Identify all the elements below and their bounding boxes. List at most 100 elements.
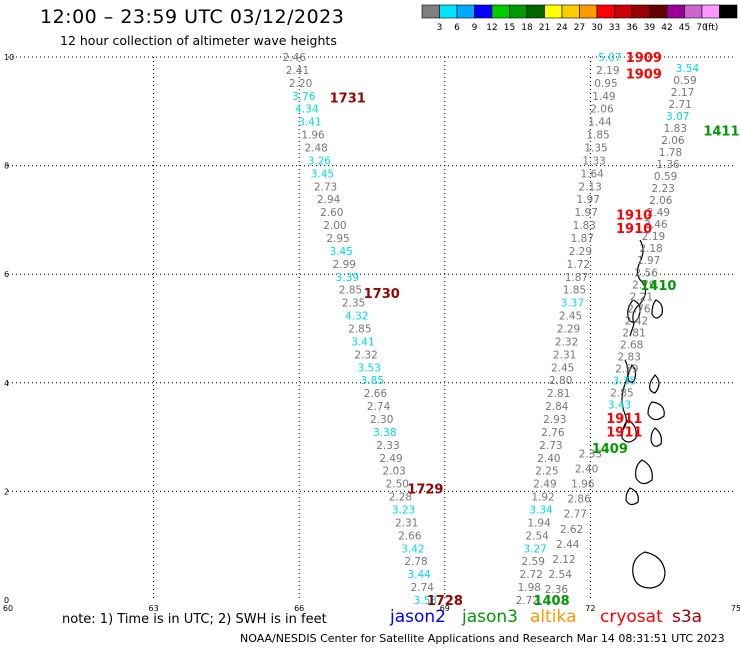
- wave-height-label: 2.71: [668, 99, 691, 111]
- wave-height-label: 2.86: [567, 494, 591, 506]
- wave-height-label: 1.85: [586, 130, 609, 142]
- wave-height-label: 3.27: [523, 543, 546, 555]
- pass-label: 1730: [364, 287, 400, 302]
- wave-height-label: 2.80: [549, 375, 572, 387]
- legend-label: 12: [486, 23, 497, 33]
- wave-height-label: 0.95: [594, 78, 617, 90]
- satellite-label-cryosat: cryosat: [600, 607, 663, 627]
- pass-label: 1909: [626, 51, 662, 66]
- wave-height-label: 2.12: [552, 554, 575, 566]
- pass-label: 1409: [592, 442, 628, 457]
- note-text: note: 1) Time is in UTC; 2) SWH is in fe…: [62, 612, 327, 627]
- wave-height-label: 2.81: [547, 388, 570, 400]
- wave-height-label: 1.33: [582, 155, 605, 167]
- wave-height-label: 3.45: [329, 246, 352, 258]
- legend-swatch: [684, 4, 703, 19]
- legend-label: 3: [437, 23, 443, 33]
- island-outline: [651, 299, 663, 319]
- legend-swatch: [579, 4, 598, 19]
- legend-label: 39: [644, 23, 656, 33]
- island-outline: [621, 419, 637, 443]
- wave-height-label: 2.29: [557, 324, 580, 336]
- pass-label: 1729: [407, 483, 443, 498]
- satellite-label-altika: altika: [530, 607, 577, 627]
- wave-height-label: 2.45: [551, 362, 574, 374]
- wave-height-label: 2.32: [354, 349, 377, 361]
- wave-height-label: 2.20: [289, 78, 312, 90]
- wave-height-label: 2.31: [553, 349, 576, 361]
- legend-swatch: [719, 4, 738, 19]
- wave-height-label: 2.95: [326, 233, 349, 245]
- wave-height-label: 3.53: [358, 362, 381, 374]
- wave-height-label: 2.33: [376, 440, 399, 452]
- wave-height-label: 2.81: [622, 327, 645, 339]
- wave-height-label: 1.36: [656, 159, 680, 171]
- wave-height-label: 2.59: [522, 556, 545, 568]
- wave-height-label: 2.33: [579, 448, 602, 460]
- wave-height-label: 2.25: [535, 466, 558, 478]
- wave-height-label: 2.76: [541, 427, 565, 439]
- pass-label: 1728: [427, 594, 463, 609]
- wave-height-label: 1.87: [565, 272, 588, 284]
- legend-label: 30: [591, 23, 603, 33]
- wave-height-label: 3.41: [351, 336, 374, 348]
- wave-height-label: 2.94: [317, 194, 341, 206]
- y-tick-label: 10: [4, 53, 14, 62]
- wave-height-label: 2.49: [533, 479, 556, 491]
- legend-swatch: [561, 4, 580, 19]
- wave-height-label: 2.49: [647, 207, 670, 219]
- wave-height-label: 2.54: [549, 569, 573, 581]
- wave-height-label: 2.18: [639, 243, 662, 255]
- x-tick-label: 75: [731, 604, 740, 613]
- x-tick-label: 60: [3, 604, 13, 613]
- wave-height-label: 2.19: [596, 65, 619, 77]
- y-tick-label: 2: [4, 487, 9, 496]
- legend-swatch: [544, 4, 563, 19]
- island-outline: [632, 551, 666, 589]
- wave-height-label: 3.43: [608, 400, 631, 412]
- chart-subtitle: 12 hour collection of altimeter wave hei…: [60, 33, 337, 48]
- wave-height-label: 2.59: [615, 363, 638, 375]
- x-tick-label: 66: [294, 604, 304, 613]
- legend-label: 70: [696, 23, 708, 33]
- island-outline: [627, 363, 637, 383]
- legend-label: 9: [472, 23, 478, 33]
- legend-swatch: [439, 4, 458, 19]
- wave-height-label: 2.41: [286, 65, 309, 77]
- x-tick-label: 69: [440, 604, 450, 613]
- wave-height-label: 1.85: [563, 285, 586, 297]
- legend-swatch: [701, 4, 720, 19]
- wave-height-label: 2.30: [370, 414, 393, 426]
- wave-height-label: 0.59: [654, 171, 677, 183]
- wave-height-label: 2.40: [537, 453, 560, 465]
- wave-height-label: 3.85: [361, 375, 384, 387]
- island-outline: [627, 299, 641, 323]
- wave-height-label: 1.97: [577, 194, 600, 206]
- island-outlines: [620, 239, 666, 589]
- wave-height-label: 3.26: [308, 155, 332, 167]
- wave-height-label: 2.31: [395, 517, 418, 529]
- island-outline: [649, 374, 660, 394]
- legend-swatch: [596, 4, 615, 19]
- wave-height-label: 2.45: [559, 311, 582, 323]
- pass-label: 1910: [616, 208, 652, 223]
- legend-swatch: [491, 4, 510, 19]
- wave-height-label: 2.85: [610, 387, 633, 399]
- wave-height-label: 2.32: [555, 336, 578, 348]
- legend-swatch: [649, 4, 668, 19]
- wave-height-label: 3.76: [292, 91, 316, 103]
- island-outline: [647, 401, 665, 421]
- legend-label: 24: [556, 23, 568, 33]
- wave-height-label: 1.97: [637, 255, 660, 267]
- wave-height-label: 3.42: [401, 543, 424, 555]
- wave-height-label: 2.28: [389, 492, 412, 504]
- wave-height-label: 2.85: [348, 324, 371, 336]
- wave-height-label: 2.62: [560, 524, 583, 536]
- wave-height-label: 2.23: [652, 183, 675, 195]
- wave-height-label: 2.99: [333, 259, 356, 271]
- y-tick-label: 4: [4, 379, 9, 388]
- legend-label: 18: [521, 23, 533, 33]
- pass-label: 1911: [606, 412, 642, 427]
- legend-swatch: [666, 4, 685, 19]
